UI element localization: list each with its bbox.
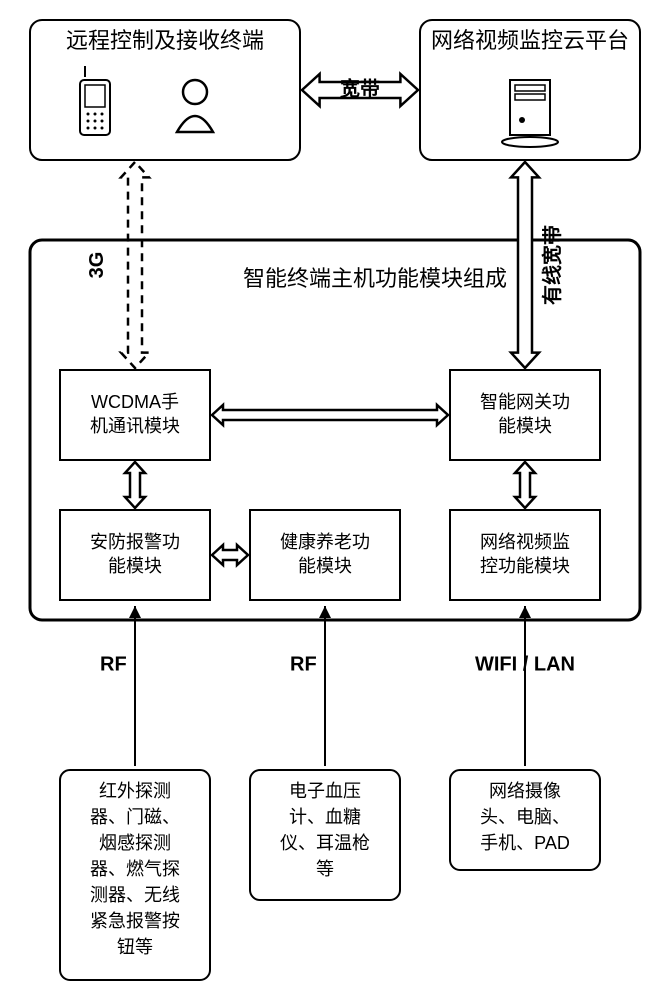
svg-text:机通讯模块: 机通讯模块 — [90, 416, 180, 436]
svg-text:仪、耳温枪: 仪、耳温枪 — [280, 833, 370, 853]
svg-text:宽带: 宽带 — [340, 76, 380, 100]
svg-text:能模块: 能模块 — [298, 556, 352, 576]
svg-text:网络视频监控云平台: 网络视频监控云平台 — [431, 28, 629, 53]
svg-text:测器、无线: 测器、无线 — [90, 885, 180, 905]
svg-text:智能终端主机功能模块组成: 智能终端主机功能模块组成 — [243, 266, 507, 291]
svg-text:红外探测: 红外探测 — [99, 781, 171, 801]
svg-text:3G: 3G — [86, 252, 108, 279]
svg-text:健康养老功: 健康养老功 — [280, 532, 370, 552]
svg-text:RF: RF — [290, 653, 317, 675]
svg-text:等: 等 — [316, 859, 334, 879]
svg-text:紧急报警按: 紧急报警按 — [90, 911, 180, 931]
svg-text:网络视频监: 网络视频监 — [480, 532, 570, 552]
svg-text:能模块: 能模块 — [498, 416, 552, 436]
svg-text:WIFI / LAN: WIFI / LAN — [475, 653, 575, 675]
svg-text:能模块: 能模块 — [108, 556, 162, 576]
svg-text:电子血压: 电子血压 — [289, 781, 361, 801]
svg-text:安防报警功: 安防报警功 — [90, 532, 180, 552]
svg-text:智能网关功: 智能网关功 — [480, 392, 570, 412]
svg-text:RF: RF — [100, 653, 127, 675]
svg-text:手机、PAD: 手机、PAD — [480, 833, 570, 853]
svg-text:远程控制及接收终端: 远程控制及接收终端 — [66, 28, 264, 53]
svg-text:计、血糖: 计、血糖 — [289, 807, 361, 827]
svg-text:钮等: 钮等 — [117, 937, 153, 957]
svg-text:头、电脑、: 头、电脑、 — [480, 807, 570, 827]
svg-text:控功能模块: 控功能模块 — [480, 556, 570, 576]
svg-text:网络摄像: 网络摄像 — [489, 781, 561, 801]
svg-text:器、燃气探: 器、燃气探 — [90, 859, 180, 879]
svg-text:烟感探测: 烟感探测 — [99, 833, 171, 853]
svg-text:WCDMA手: WCDMA手 — [91, 392, 179, 412]
svg-text:器、门磁、: 器、门磁、 — [90, 807, 180, 827]
svg-text:有线宽带: 有线宽带 — [540, 225, 564, 305]
